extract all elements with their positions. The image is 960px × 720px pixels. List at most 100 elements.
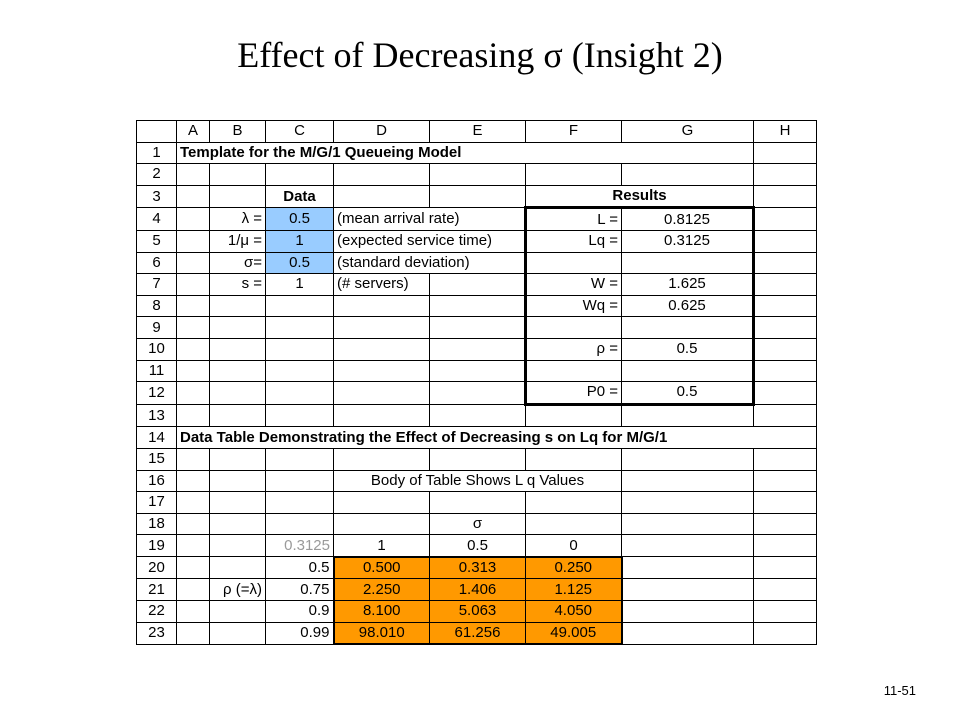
cell-c9[interactable] — [265, 316, 334, 339]
input-value-servers[interactable]: 1 — [265, 273, 334, 296]
cell-a16[interactable] — [176, 469, 210, 493]
column-header-b[interactable]: B — [209, 120, 266, 143]
row-header-12[interactable]: 12 — [136, 381, 177, 405]
body-cell-3-2[interactable]: 5.063 — [429, 600, 526, 623]
cell-f11[interactable] — [524, 359, 622, 383]
cell-a13[interactable] — [176, 403, 210, 428]
row-header-11[interactable]: 11 — [136, 359, 177, 383]
cell-c13[interactable] — [265, 403, 334, 428]
body-caption[interactable]: Body of Table Shows L q Values — [333, 469, 622, 493]
cell-d3[interactable] — [333, 184, 430, 209]
cell-g15[interactable] — [621, 447, 754, 471]
body-cell-2-3[interactable]: 1.125 — [525, 578, 623, 602]
cell-b15[interactable] — [209, 447, 266, 471]
cell-b16[interactable] — [209, 469, 266, 493]
cell-a17[interactable] — [176, 491, 210, 514]
cell-a8[interactable] — [176, 294, 210, 318]
cell-a3[interactable] — [176, 184, 210, 209]
results-header[interactable]: Results — [525, 184, 754, 209]
cell-d15[interactable] — [333, 447, 430, 471]
cell-e12[interactable] — [429, 381, 526, 405]
cell-f9[interactable] — [524, 316, 622, 339]
cell-a20[interactable] — [176, 556, 210, 580]
cell-h13[interactable] — [753, 403, 817, 428]
cell-a22[interactable] — [176, 600, 210, 623]
row-header-7[interactable]: 7 — [136, 273, 177, 296]
cell-e17[interactable] — [429, 491, 526, 514]
row-header-16[interactable]: 16 — [136, 469, 177, 493]
cell-f17[interactable] — [525, 491, 622, 514]
cell-h19[interactable] — [753, 534, 817, 558]
body-cell-4-3[interactable]: 49.005 — [525, 621, 623, 646]
column-header-h[interactable]: H — [753, 120, 817, 143]
input-value-sigma[interactable]: 0.5 — [265, 251, 334, 275]
cell-b13[interactable] — [209, 403, 266, 428]
input-note-service[interactable]: (expected service time) — [333, 229, 526, 253]
row-header-20[interactable]: 20 — [136, 556, 177, 580]
cell-f2[interactable] — [525, 163, 622, 186]
body-cell-1-1[interactable]: 0.500 — [332, 555, 430, 580]
result-label-rho[interactable]: ρ = — [524, 337, 622, 361]
row-header-14[interactable]: 14 — [136, 426, 177, 449]
cell-g11[interactable] — [621, 359, 755, 383]
column-header-g[interactable]: G — [621, 120, 754, 143]
body-cell-2-2[interactable]: 1.406 — [429, 578, 526, 602]
cell-g17[interactable] — [621, 491, 754, 514]
sigma-value-1[interactable]: 1 — [333, 534, 430, 558]
row-header-17[interactable]: 17 — [136, 491, 177, 514]
row-header-22[interactable]: 22 — [136, 600, 177, 623]
rho-value-3[interactable]: 0.9 — [265, 600, 334, 623]
cell-e3[interactable] — [429, 184, 526, 209]
cell-h16[interactable] — [753, 469, 817, 493]
cell-h22[interactable] — [753, 600, 817, 623]
body-cell-1-2[interactable]: 0.313 — [429, 555, 526, 580]
cell-c12[interactable] — [265, 381, 334, 405]
row-header-23[interactable]: 23 — [136, 621, 177, 645]
column-header-e[interactable]: E — [429, 120, 526, 143]
rho-axis-label[interactable]: ρ (=λ) — [209, 578, 266, 602]
cell-b3[interactable] — [209, 184, 266, 209]
data-header[interactable]: Data — [265, 184, 334, 209]
row-header-4[interactable]: 4 — [136, 207, 177, 231]
cell-h5[interactable] — [753, 229, 817, 253]
cell-h20[interactable] — [753, 556, 817, 580]
cell-g6[interactable] — [621, 251, 755, 275]
cell-g19[interactable] — [621, 534, 754, 558]
result-value-w[interactable]: 1.625 — [621, 273, 755, 296]
result-label-p0[interactable]: P0 = — [524, 381, 622, 406]
cell-a15[interactable] — [176, 447, 210, 471]
body-cell-2-1[interactable]: 2.250 — [332, 578, 430, 602]
cell-g16[interactable] — [621, 469, 754, 493]
cell-d11[interactable] — [333, 359, 430, 383]
cell-a4[interactable] — [176, 207, 210, 231]
cell-g21[interactable] — [621, 578, 754, 602]
cell-a7[interactable] — [176, 273, 210, 296]
input-label-service[interactable]: 1/μ = — [209, 229, 266, 253]
cell-h7[interactable] — [753, 273, 817, 296]
cell-h8[interactable] — [753, 294, 817, 318]
cell-d10[interactable] — [333, 337, 430, 361]
cell-e10[interactable] — [429, 337, 526, 361]
cell-a12[interactable] — [176, 381, 210, 405]
corner-value[interactable]: 0.3125 — [265, 534, 334, 558]
cell-e2[interactable] — [429, 163, 526, 186]
input-label-servers[interactable]: s = — [209, 273, 266, 296]
input-label-lambda[interactable]: λ = — [209, 207, 266, 231]
cell-c11[interactable] — [265, 359, 334, 383]
data-table-title[interactable]: Data Table Demonstrating the Effect of D… — [176, 426, 817, 449]
result-value-p0[interactable]: 0.5 — [621, 381, 755, 406]
cell-d17[interactable] — [333, 491, 430, 514]
cell-h11[interactable] — [753, 359, 817, 383]
input-label-sigma[interactable]: σ= — [209, 251, 266, 275]
cell-c10[interactable] — [265, 337, 334, 361]
cell-a5[interactable] — [176, 229, 210, 253]
cell-a2[interactable] — [176, 163, 210, 186]
row-header-5[interactable]: 5 — [136, 229, 177, 253]
cell-h4[interactable] — [753, 207, 817, 231]
cell-f18[interactable] — [525, 512, 622, 536]
result-value-lq[interactable]: 0.3125 — [621, 229, 755, 253]
cell-h21[interactable] — [753, 578, 817, 602]
cell-h18[interactable] — [753, 512, 817, 536]
sigma-value-2[interactable]: 0.5 — [429, 534, 526, 558]
sheet-title[interactable]: Template for the M/G/1 Queueing Model — [176, 141, 622, 165]
